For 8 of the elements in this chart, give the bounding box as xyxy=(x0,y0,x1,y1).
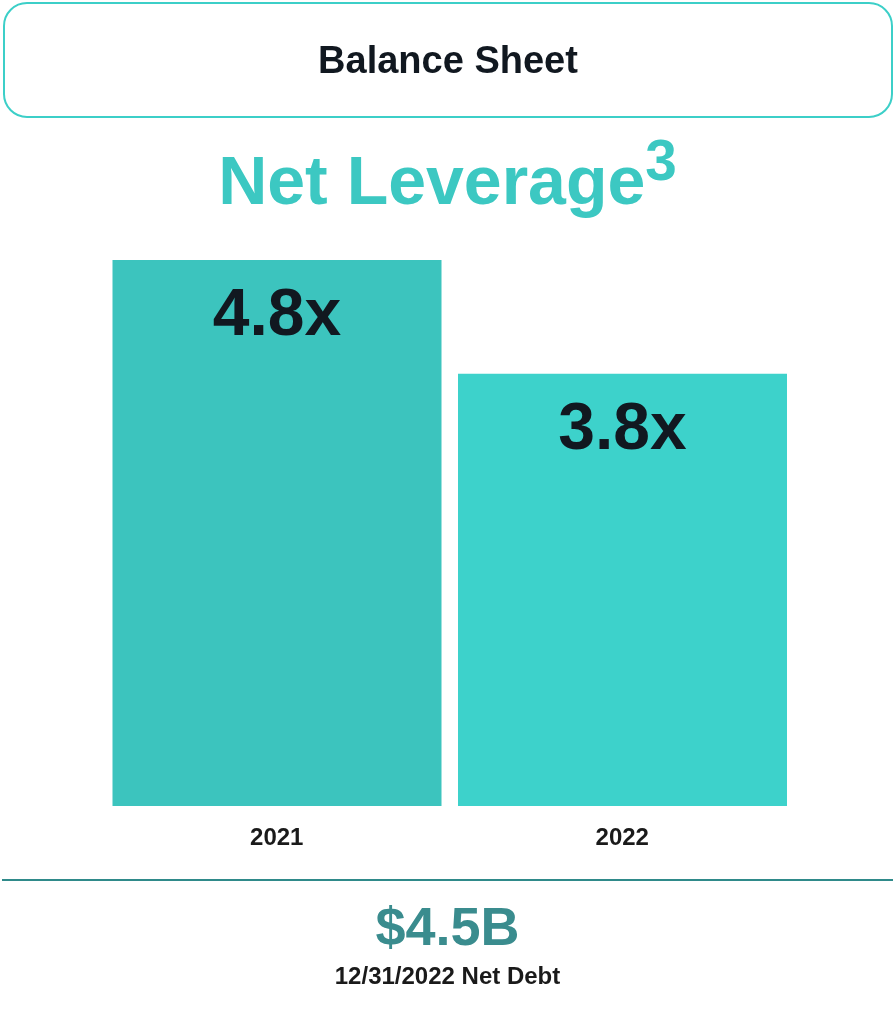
text: 12/31/2022 Net Debt xyxy=(333,962,562,990)
chart-title: Balance Sheet xyxy=(3,2,893,118)
text: $4.5B xyxy=(374,895,521,957)
data-label: 3.8x xyxy=(558,388,688,463)
x-tick-label: 2021 xyxy=(250,823,304,851)
data-label: 4.8x xyxy=(212,274,342,349)
chart-subtitle: Net Leverage$^{3}$ xyxy=(217,128,678,219)
x-tick-label: 2022 xyxy=(595,823,649,851)
